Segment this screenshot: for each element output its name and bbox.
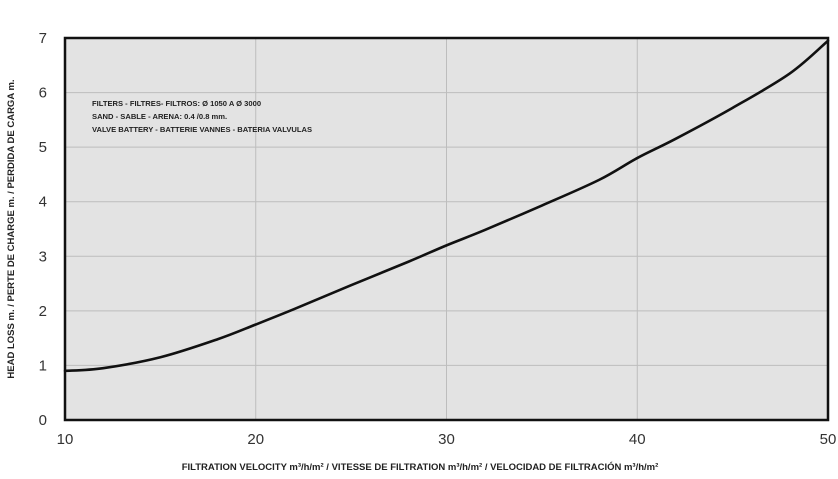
y-tick-label: 4 xyxy=(39,194,47,211)
x-tick-label: 20 xyxy=(247,431,264,448)
y-tick-labels: 0 1 2 3 4 5 6 7 xyxy=(39,30,47,429)
y-tick-label: 1 xyxy=(39,357,47,374)
x-tick-label: 50 xyxy=(820,431,837,448)
y-tick-label: 6 xyxy=(39,85,47,102)
y-tick-label: 3 xyxy=(39,248,47,265)
y-tick-label: 7 xyxy=(39,30,47,47)
y-axis-title: HEAD LOSS m. / PERTE DE CHARGE m. / PERD… xyxy=(6,79,17,378)
x-tick-label: 30 xyxy=(438,431,455,448)
grid-lines xyxy=(65,38,828,420)
y-tick-label: 5 xyxy=(39,139,47,156)
y-tick-label: 2 xyxy=(39,303,47,320)
x-tick-label: 10 xyxy=(57,431,74,448)
note-line: FILTERS - FILTRES- FILTROS: Ø 1050 A Ø 3… xyxy=(92,99,261,108)
x-tick-label: 40 xyxy=(629,431,646,448)
note-line: VALVE BATTERY - BATTERIE VANNES - BATERI… xyxy=(92,125,312,134)
x-tick-labels: 10 20 30 40 50 xyxy=(57,431,837,448)
plot-frame xyxy=(63,36,830,422)
note-block: FILTERS - FILTRES- FILTROS: Ø 1050 A Ø 3… xyxy=(92,99,312,134)
x-axis-title: FILTRATION VELOCITY m³/h/m² / VITESSE DE… xyxy=(182,461,659,473)
head-loss-curve xyxy=(63,39,830,373)
y-tick-label: 0 xyxy=(39,412,47,429)
note-line: SAND - SABLE - ARENA: 0.4 /0.8 mm. xyxy=(92,112,227,121)
